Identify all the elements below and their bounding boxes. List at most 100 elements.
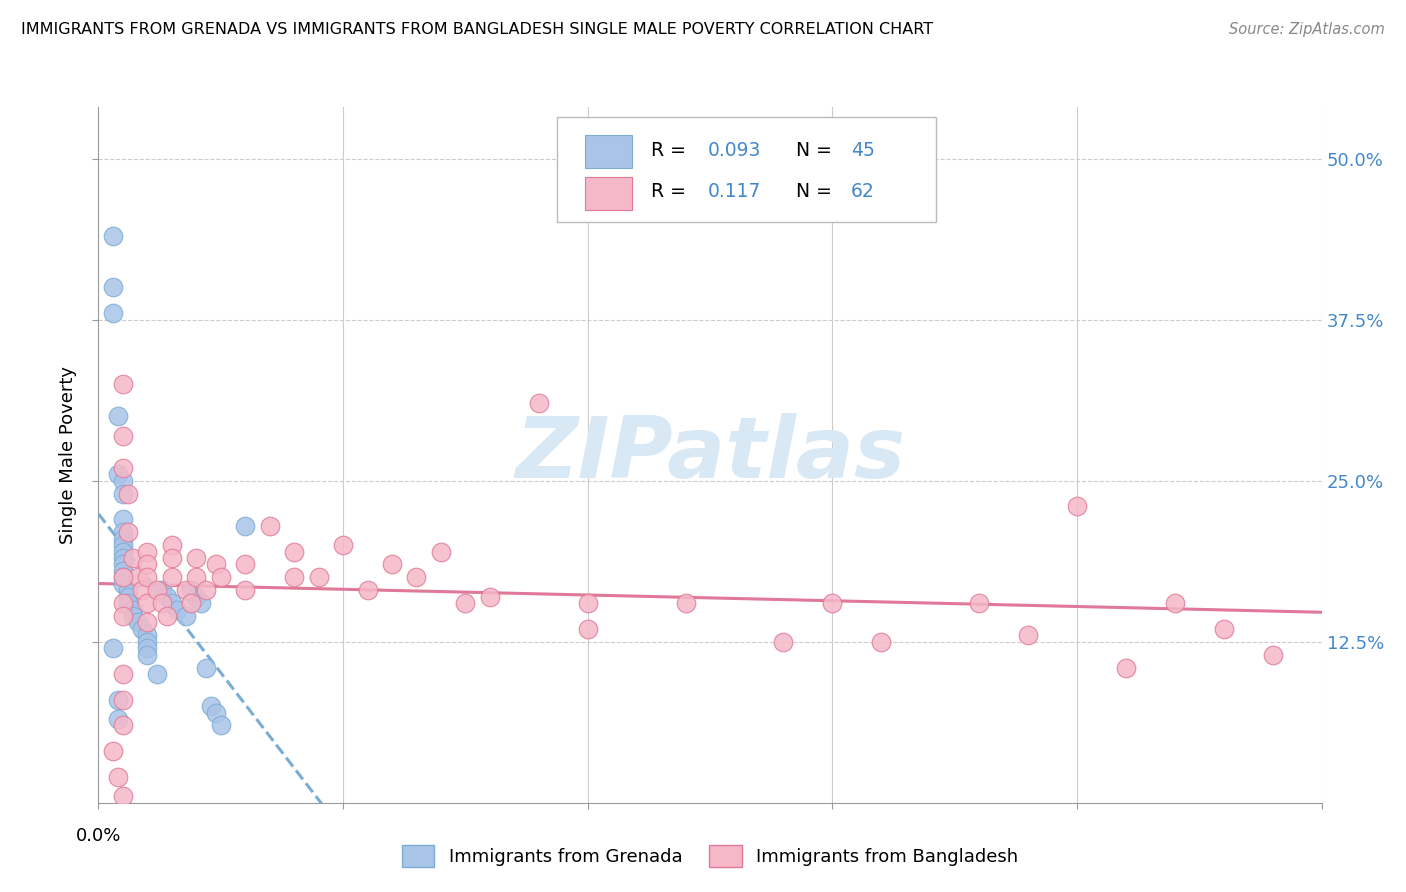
Point (160, 551, 183, 566)
Point (205, 558, 228, 572)
Point (150, 596, 173, 610)
Point (1261, 648, 1284, 662)
Point (176, 609, 198, 624)
Text: ZIPatlas: ZIPatlas (515, 413, 905, 497)
Point (111, 789, 134, 804)
Point (136, 544, 159, 558)
Point (233, 518, 256, 533)
Point (1164, 596, 1187, 610)
Point (101, 228, 124, 243)
Point (111, 576, 134, 591)
Point (478, 590, 501, 604)
Point (111, 486, 134, 500)
Point (576, 622, 599, 636)
Point (156, 609, 179, 624)
Point (111, 544, 134, 558)
Point (870, 634, 893, 648)
Point (107, 712, 129, 726)
Y-axis label: Single Male Poverty: Single Male Poverty (59, 366, 77, 544)
Point (527, 396, 550, 410)
Point (117, 583, 139, 598)
Point (146, 667, 169, 681)
Point (160, 570, 183, 584)
Point (166, 602, 188, 616)
Point (101, 280, 124, 294)
Point (454, 596, 477, 610)
Point (160, 596, 183, 610)
Point (146, 583, 169, 598)
Point (576, 596, 599, 610)
Point (136, 570, 159, 584)
Point (186, 590, 208, 604)
Point (111, 692, 134, 706)
Point (136, 558, 159, 572)
FancyBboxPatch shape (585, 135, 631, 169)
Point (111, 525, 134, 540)
Point (101, 641, 124, 656)
Point (101, 306, 124, 320)
Point (136, 628, 159, 642)
Point (107, 692, 129, 706)
Point (111, 512, 134, 526)
Text: Source: ZipAtlas.com: Source: ZipAtlas.com (1229, 22, 1385, 37)
Point (160, 538, 183, 552)
Point (283, 544, 305, 558)
Point (772, 634, 794, 648)
Point (430, 544, 453, 558)
Point (156, 590, 179, 604)
Point (127, 615, 149, 630)
Point (111, 570, 134, 584)
Text: IMMIGRANTS FROM GRENADA VS IMMIGRANTS FROM BANGLADESH SINGLE MALE POVERTY CORREL: IMMIGRANTS FROM GRENADA VS IMMIGRANTS FR… (21, 22, 934, 37)
Point (136, 641, 159, 656)
Point (111, 428, 134, 442)
Point (111, 570, 134, 584)
Text: R =: R = (651, 141, 692, 160)
FancyBboxPatch shape (585, 177, 631, 210)
Text: N =: N = (796, 183, 838, 202)
Point (136, 648, 159, 662)
Point (131, 583, 153, 598)
Point (209, 570, 232, 584)
Point (967, 596, 990, 610)
Point (136, 615, 159, 630)
Point (1017, 628, 1039, 642)
Point (186, 570, 208, 584)
Text: 0.093: 0.093 (707, 141, 761, 160)
Point (233, 558, 256, 572)
Point (117, 486, 139, 500)
Point (233, 583, 256, 598)
Point (117, 590, 139, 604)
Legend: Immigrants from Grenada, Immigrants from Bangladesh: Immigrants from Grenada, Immigrants from… (395, 838, 1025, 874)
Point (332, 538, 354, 552)
Point (176, 583, 198, 598)
Point (1212, 622, 1234, 636)
Text: 45: 45 (851, 141, 875, 160)
Text: N =: N = (796, 141, 838, 160)
Point (107, 409, 129, 424)
Point (381, 558, 404, 572)
Point (111, 718, 134, 732)
Point (111, 474, 134, 488)
Point (131, 622, 153, 636)
Point (180, 583, 202, 598)
Point (111, 667, 134, 681)
Point (117, 596, 139, 610)
Point (136, 596, 159, 610)
Point (136, 634, 159, 648)
Point (308, 570, 330, 584)
Point (101, 744, 124, 758)
Point (405, 570, 427, 584)
Point (200, 699, 222, 714)
Point (150, 583, 173, 598)
Point (127, 570, 149, 584)
Point (111, 460, 134, 475)
Point (195, 660, 218, 674)
Point (111, 538, 134, 552)
Point (111, 377, 134, 392)
Point (195, 583, 218, 598)
Point (111, 558, 134, 572)
Point (180, 596, 202, 610)
Text: 62: 62 (851, 183, 875, 202)
Point (111, 564, 134, 578)
Point (190, 596, 212, 610)
